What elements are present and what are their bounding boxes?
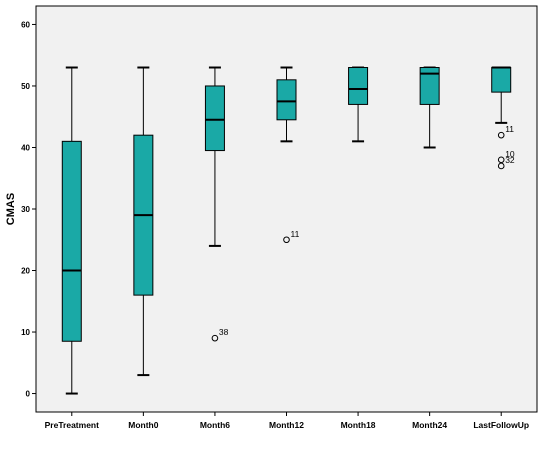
- box-pretreatment: [61, 66, 82, 395]
- iqr-box: [419, 67, 440, 105]
- outlier-label: 32: [505, 155, 515, 165]
- y-axis-title: CMAS: [5, 193, 17, 225]
- outlier-point: [283, 236, 290, 244]
- y-tick-label: 10: [21, 328, 30, 337]
- outlier-point: [497, 131, 505, 139]
- iqr-box: [61, 140, 82, 342]
- y-tick-label: 50: [21, 82, 30, 91]
- y-tick-label: 60: [21, 20, 30, 29]
- y-tick-label: 0: [26, 390, 31, 399]
- x-tick-label: Month0: [128, 420, 158, 430]
- iqr-box: [491, 67, 512, 93]
- x-tick-label: LastFollowUp: [473, 420, 529, 430]
- outlier-label: 11: [291, 229, 300, 239]
- x-tick-label: Month12: [269, 420, 304, 430]
- outlier-point: [497, 162, 505, 170]
- outlier-label: 11: [505, 124, 514, 134]
- outlier-point: [497, 156, 505, 164]
- iqr-box: [348, 67, 369, 105]
- box-month24: [419, 66, 440, 149]
- box-month6: 38: [204, 66, 229, 342]
- y-axis: 0 10 20 30 40 50 60: [21, 20, 36, 399]
- box-month12: 11: [276, 66, 300, 244]
- x-tick-label: PreTreatment: [45, 420, 99, 430]
- outlier-point: [211, 334, 219, 342]
- iqr-box: [204, 85, 225, 152]
- y-tick-label: 30: [21, 205, 30, 214]
- iqr-box: [276, 79, 297, 121]
- x-tick-label: Month6: [200, 420, 230, 430]
- y-tick-label: 40: [21, 143, 30, 152]
- outlier-label: 10: [505, 149, 515, 159]
- box-month18: [348, 66, 369, 143]
- outlier-label: 38: [219, 327, 229, 337]
- box-month0: [133, 66, 154, 377]
- x-tick-label: Month24: [412, 420, 447, 430]
- x-tick-label: Month18: [341, 420, 376, 430]
- x-axis: PreTreatment Month0 Month6 Month12 Month18 Mo…: [45, 412, 529, 430]
- y-tick-label: 20: [21, 267, 30, 276]
